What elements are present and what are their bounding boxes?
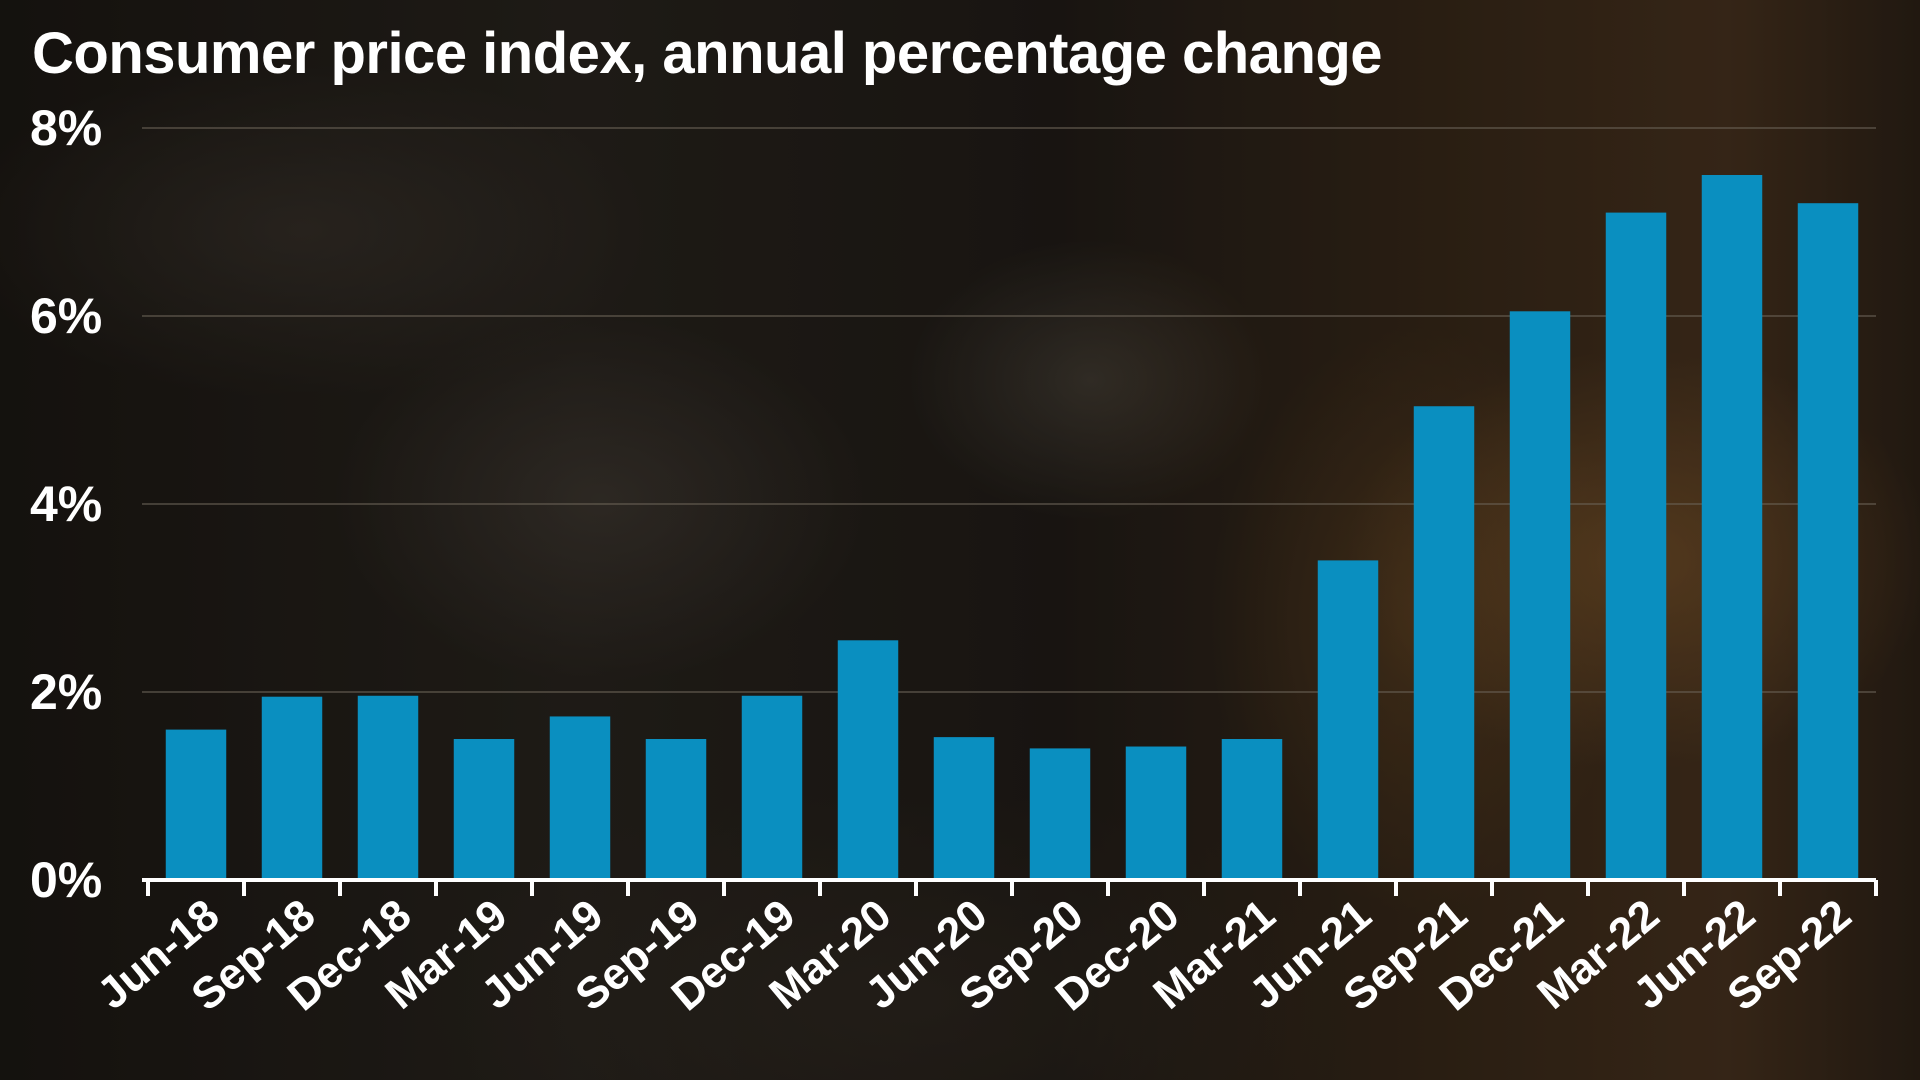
gridlines [142,127,1876,693]
bar [1125,746,1187,880]
x-axis-tick-labels: Jun-18Sep-18Dec-18Mar-19Jun-19Sep-19Dec-… [88,890,1860,1020]
y-tick-label: 0% [30,852,102,908]
bar [837,640,899,880]
bar [1317,560,1379,880]
bar [1221,739,1283,880]
bars [165,175,1859,881]
y-tick-label: 8% [30,100,102,156]
y-tick-label: 6% [30,288,102,344]
bar [1413,406,1475,880]
bar [1029,748,1091,880]
bar [453,739,515,880]
bar [261,696,323,880]
bar [741,695,803,880]
y-axis-tick-labels: 0% 2% 4% 6% 8% [30,100,102,908]
bar [357,695,419,880]
y-tick-label: 4% [30,476,102,532]
bar [1701,175,1763,880]
bar [645,739,707,880]
bar [1509,311,1571,880]
bar [1605,212,1667,881]
y-tick-label: 2% [30,664,102,720]
bar [165,729,227,880]
chart-title: Consumer price index, annual percentage … [32,21,1383,86]
bar [1797,203,1859,880]
bar [933,737,995,880]
bar [549,716,611,880]
x-axis [142,878,1878,896]
